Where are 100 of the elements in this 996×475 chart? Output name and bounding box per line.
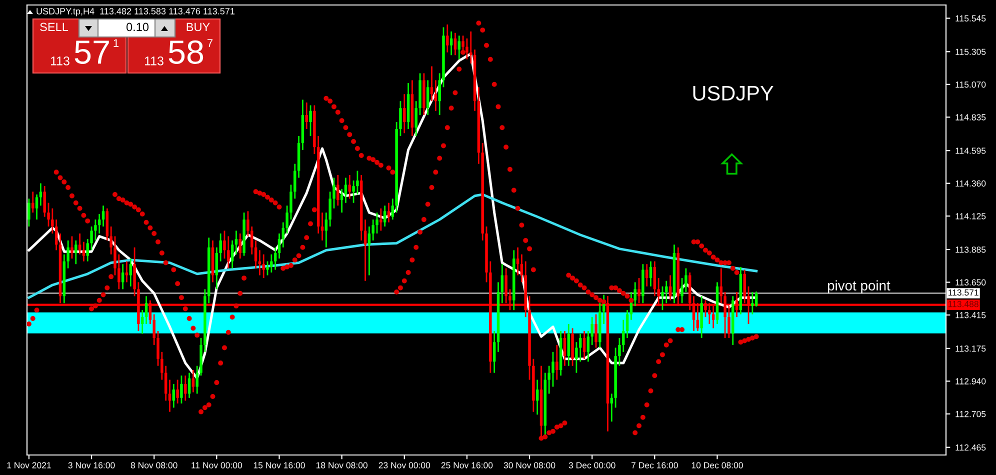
candlestick <box>434 80 438 112</box>
candlestick <box>684 268 688 293</box>
x-tick-label: 15 Nov 16:00 <box>254 462 305 468</box>
candlestick <box>426 80 430 116</box>
candlestick <box>645 263 648 288</box>
candlestick <box>516 246 520 276</box>
candlestick <box>344 177 348 204</box>
candlestick <box>54 218 58 251</box>
y-tick-label: 115.070 <box>956 81 986 88</box>
x-tick-label: 23 Nov 00:00 <box>378 462 430 468</box>
candlestick <box>450 30 453 56</box>
candlestick <box>352 180 355 204</box>
y-tick-label: 113.175 <box>956 345 986 352</box>
candlestick <box>383 204 386 228</box>
candlestick <box>403 93 406 134</box>
candlestick <box>35 194 38 220</box>
x-tick-label: 8 Nov 08:00 <box>130 462 178 468</box>
candlestick <box>563 330 566 367</box>
candlestick <box>102 204 105 228</box>
candlestick <box>39 182 42 206</box>
candlestick <box>364 218 367 282</box>
candlestick <box>31 190 34 214</box>
annotation: 7 <box>207 39 213 47</box>
candlestick <box>74 240 78 265</box>
annotation: 1 <box>114 39 119 47</box>
candlestick <box>665 280 668 304</box>
x-tick-label: 25 Nov 16:00 <box>441 462 493 468</box>
candlestick <box>622 319 625 353</box>
annotation: 113.571 <box>948 289 978 296</box>
annotation: 113.488 <box>948 300 978 308</box>
annotation: 0.10 <box>126 22 149 32</box>
candlestick <box>500 263 504 304</box>
ref-line-label: pivot point <box>828 280 890 294</box>
candlestick <box>368 226 371 276</box>
candlestick <box>238 232 242 260</box>
candlestick <box>626 309 629 339</box>
candlestick <box>492 330 496 374</box>
chart-title: USDJPY.tp,H4 113.482 113.583 113.476 113.571 <box>36 8 235 16</box>
candlestick <box>254 240 258 270</box>
candlestick <box>399 100 402 137</box>
candlestick <box>70 236 74 260</box>
y-tick-label: 113.415 <box>956 312 986 318</box>
line-series <box>28 193 758 299</box>
candlestick <box>356 170 359 196</box>
candlestick <box>309 104 312 137</box>
candlestick <box>340 188 344 214</box>
candlestick <box>380 208 382 232</box>
candlestick <box>78 232 82 256</box>
annotation: 113 <box>50 56 70 66</box>
y-tick-label: 113.650 <box>956 279 986 286</box>
candlestick <box>82 241 86 262</box>
y-tick-label: 113.885 <box>956 246 986 253</box>
candlestick <box>180 374 183 404</box>
candlestick <box>172 383 176 408</box>
candlestick <box>129 258 132 288</box>
y-tick-label: 115.545 <box>956 15 986 22</box>
candlestick <box>140 309 144 334</box>
y-tick-label: 114.360 <box>956 180 986 187</box>
candlestick <box>43 185 46 218</box>
y-tick-label: 112.465 <box>956 444 986 451</box>
candlestick <box>278 232 281 260</box>
x-tick-label: 11 Nov 00:00 <box>192 462 242 468</box>
y-tick-label: 112.705 <box>956 410 986 418</box>
candlestick <box>430 66 434 102</box>
annotation: 58 <box>168 40 204 64</box>
candlestick <box>176 379 179 404</box>
y-tick-label: 114.595 <box>956 148 986 154</box>
candlestick <box>230 240 234 270</box>
annotation: BUY <box>186 22 210 32</box>
x-tick-label: 7 Dec 16:00 <box>632 462 678 468</box>
candlestick <box>348 174 351 200</box>
candlestick <box>751 291 754 315</box>
annotation: 57 <box>74 40 109 64</box>
candlestick <box>274 246 277 270</box>
annotation: USDJPY <box>693 86 774 101</box>
candlestick <box>144 295 148 325</box>
x-tick-label: 18 Nov 08:00 <box>316 462 368 468</box>
candlestick <box>567 323 570 367</box>
candlestick <box>305 102 308 130</box>
candlestick <box>582 330 586 360</box>
candlestick <box>458 34 460 60</box>
candlestick <box>446 24 449 54</box>
candlestick <box>98 213 101 234</box>
y-tick-label: 115.305 <box>956 48 986 55</box>
candlestick <box>653 260 656 297</box>
candlestick <box>536 379 539 416</box>
x-tick-label: 3 Nov 16:00 <box>68 462 115 468</box>
candlestick <box>387 202 390 224</box>
candlestick <box>336 174 340 206</box>
candlestick <box>125 260 128 283</box>
candlestick <box>556 344 558 380</box>
x-tick-label: 1 Nov 2021 <box>7 462 51 468</box>
y-tick-label: 112.940 <box>956 378 986 384</box>
annotation: SELL <box>40 22 68 32</box>
y-tick-label: 114.835 <box>956 114 986 120</box>
candlestick <box>262 254 265 279</box>
y-tick-label: 114.125 <box>956 213 986 220</box>
candlestick <box>168 379 172 413</box>
annotation: 113 <box>144 56 164 66</box>
candlestick <box>227 236 230 270</box>
